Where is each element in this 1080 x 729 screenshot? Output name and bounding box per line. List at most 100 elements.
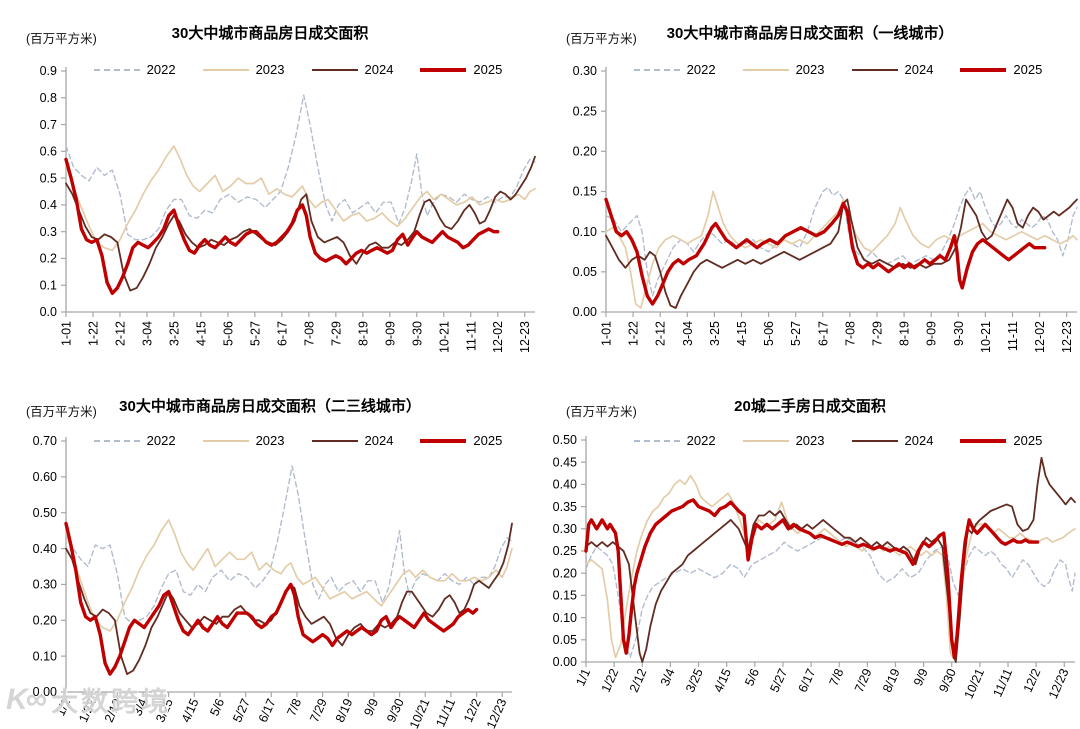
y-tick-label: 0.05 bbox=[573, 265, 597, 279]
x-tick-label: 7/8 bbox=[284, 696, 304, 718]
x-tick-label: 7/8 bbox=[827, 666, 847, 688]
x-tick-label: 3/4 bbox=[130, 696, 150, 718]
y-tick-label: 0.70 bbox=[33, 434, 57, 448]
x-tick-label: 12-02 bbox=[1033, 321, 1047, 353]
legend-item-2023: 2023 bbox=[202, 62, 285, 77]
chart-legend: 2022 2023 2024 2025 bbox=[600, 433, 1076, 448]
x-tick-label: 3/25 bbox=[153, 696, 176, 724]
series-line-2023 bbox=[605, 190, 1078, 309]
legend-item-2024: 2024 bbox=[311, 62, 394, 77]
y-tick-label: 0.0 bbox=[40, 305, 57, 319]
y-tick-label: 0.40 bbox=[553, 478, 577, 492]
y-tick-label: 0.20 bbox=[33, 613, 57, 627]
x-axis: 1-01 1-22 2-12 3-04 3-25 4-15 5-06 5-27 6-17 7-08… bbox=[60, 311, 535, 353]
x-tick-label: 10-21 bbox=[979, 321, 993, 353]
legend-label-2024: 2024 bbox=[904, 62, 934, 77]
x-tick-label: 9/9 bbox=[911, 666, 931, 688]
series-line-2024 bbox=[65, 522, 513, 676]
legend-item-2022: 2022 bbox=[633, 62, 716, 77]
x-tick-label: 10-21 bbox=[437, 321, 451, 353]
x-tick-label: 3/25 bbox=[683, 666, 706, 694]
y-tick-label: 0.30 bbox=[553, 522, 577, 536]
x-tick-label: 1-01 bbox=[60, 321, 74, 346]
x-tick-label: 7/29 bbox=[852, 666, 875, 694]
legend-item-2025: 2025 bbox=[960, 62, 1042, 77]
x-axis: 1/1 1/22 2/12 3/4 3/25 4/15 5/6 5/27 6/17 7/8 7/29… bbox=[53, 691, 512, 729]
x-tick-label: 12/23 bbox=[484, 696, 510, 729]
chart-plot: 0.9 0.8 0.7 0.6 0.5 0.4 0.3 0.2 0.1 0.01-01 1-22 2-… bbox=[40, 64, 536, 353]
y-tick-label: 0.60 bbox=[33, 470, 57, 484]
y-tick-label: 0.10 bbox=[573, 225, 597, 239]
series-line-2025 bbox=[604, 197, 1047, 306]
x-axis: 1/1 1/22 2/12 3/4 3/25 4/15 5/6 5/27 6/17 7/8 7/29… bbox=[573, 661, 1075, 701]
x-tick-label: 7-08 bbox=[302, 321, 316, 346]
legend-label-2025: 2025 bbox=[473, 62, 503, 77]
legend-item-2023: 2023 bbox=[742, 433, 825, 448]
x-tick-label: 6-17 bbox=[275, 321, 289, 346]
series-line-2024 bbox=[585, 456, 1076, 663]
y-tick-label: 0.30 bbox=[573, 64, 597, 78]
x-tick-label: 12-23 bbox=[1060, 321, 1074, 353]
x-tick-label: 12/2 bbox=[1021, 666, 1044, 694]
legend-swatch-2025 bbox=[420, 438, 467, 443]
legend-swatch-2025 bbox=[420, 67, 467, 72]
legend-swatch-2022 bbox=[93, 439, 140, 442]
x-tick-label: 5-06 bbox=[762, 321, 776, 346]
x-tick-label: 10/21 bbox=[962, 666, 988, 700]
y-tick-label: 0.05 bbox=[553, 633, 577, 647]
chart-plot: 0.30 0.25 0.20 0.15 0.10 0.05 0.001-01 1-22 2-12… bbox=[573, 64, 1078, 353]
x-tick-label: 5/6 bbox=[742, 666, 762, 688]
legend-swatch-2024 bbox=[851, 68, 898, 71]
x-tick-label: 11/11 bbox=[990, 666, 1015, 699]
series-line-2024 bbox=[605, 198, 1078, 309]
y-unit-label: (百万平方米) bbox=[26, 405, 97, 419]
y-tick-label: 0.7 bbox=[40, 118, 57, 132]
legend-item-2025: 2025 bbox=[420, 62, 502, 77]
x-tick-label: 8-19 bbox=[356, 321, 370, 346]
x-tick-label: 6/17 bbox=[256, 696, 279, 724]
y-tick-label: 0.20 bbox=[573, 145, 597, 159]
x-tick-label: 3-25 bbox=[167, 321, 181, 346]
x-tick-label: 6/17 bbox=[796, 666, 819, 694]
y-tick-label: 0.10 bbox=[553, 611, 577, 625]
x-tick-label: 7-29 bbox=[329, 321, 343, 346]
y-tick-label: 0.1 bbox=[40, 278, 57, 292]
x-tick-label: 5/27 bbox=[767, 666, 790, 694]
x-tick-label: 1/1 bbox=[53, 696, 73, 718]
legend-item-2022: 2022 bbox=[93, 62, 176, 77]
legend-swatch-2023 bbox=[742, 68, 789, 71]
y-tick-label: 0.2 bbox=[40, 252, 57, 266]
x-axis: 1-01 1-22 2-12 3-04 3-25 4-15 5-06 5-27 6-17 7-08… bbox=[600, 311, 1077, 353]
x-tick-label: 4/15 bbox=[711, 666, 734, 694]
legend-item-2023: 2023 bbox=[202, 433, 285, 448]
series-line-2023 bbox=[65, 145, 536, 252]
y-tick-label: 0.5 bbox=[40, 171, 57, 185]
y-tick-label: 0.35 bbox=[553, 500, 577, 514]
legend-label-2024: 2024 bbox=[364, 62, 394, 77]
x-tick-label: 4-15 bbox=[735, 321, 749, 346]
chart-panel-30-cities-total: (百万平方米) 30大中城市商品房日成交面积 2022 2023 2024 2025 … bbox=[0, 0, 540, 364]
y-tick-label: 0.8 bbox=[40, 91, 57, 105]
x-tick-label: 7-08 bbox=[843, 321, 857, 346]
legend-label-2022: 2022 bbox=[146, 433, 176, 448]
y-tick-label: 0.15 bbox=[573, 185, 597, 199]
x-tick-label: 3-04 bbox=[681, 321, 695, 346]
legend-label-2024: 2024 bbox=[904, 433, 934, 448]
x-tick-label: 10/21 bbox=[407, 696, 433, 729]
x-tick-label: 2/12 bbox=[627, 666, 650, 694]
x-tick-label: 12/23 bbox=[1046, 666, 1072, 700]
legend-label-2023: 2023 bbox=[795, 433, 825, 448]
series-line-2023 bbox=[585, 474, 1076, 659]
legend-item-2025: 2025 bbox=[960, 433, 1042, 448]
y-axis: 0.30 0.25 0.20 0.15 0.10 0.05 0.00 bbox=[573, 64, 607, 319]
x-tick-label: 9/30 bbox=[936, 666, 959, 694]
legend-swatch-2024 bbox=[311, 439, 358, 442]
series-line-2022 bbox=[65, 94, 536, 241]
legend-label-2023: 2023 bbox=[255, 433, 285, 448]
legend-label-2022: 2022 bbox=[686, 62, 716, 77]
chart-plot: 0.50 0.45 0.40 0.35 0.30 0.25 0.20 0.15 0.10 0.05… bbox=[553, 433, 1076, 701]
x-tick-label: 8/19 bbox=[333, 696, 356, 724]
series-line-2023 bbox=[65, 519, 513, 632]
x-tick-label: 12/2 bbox=[461, 696, 484, 724]
